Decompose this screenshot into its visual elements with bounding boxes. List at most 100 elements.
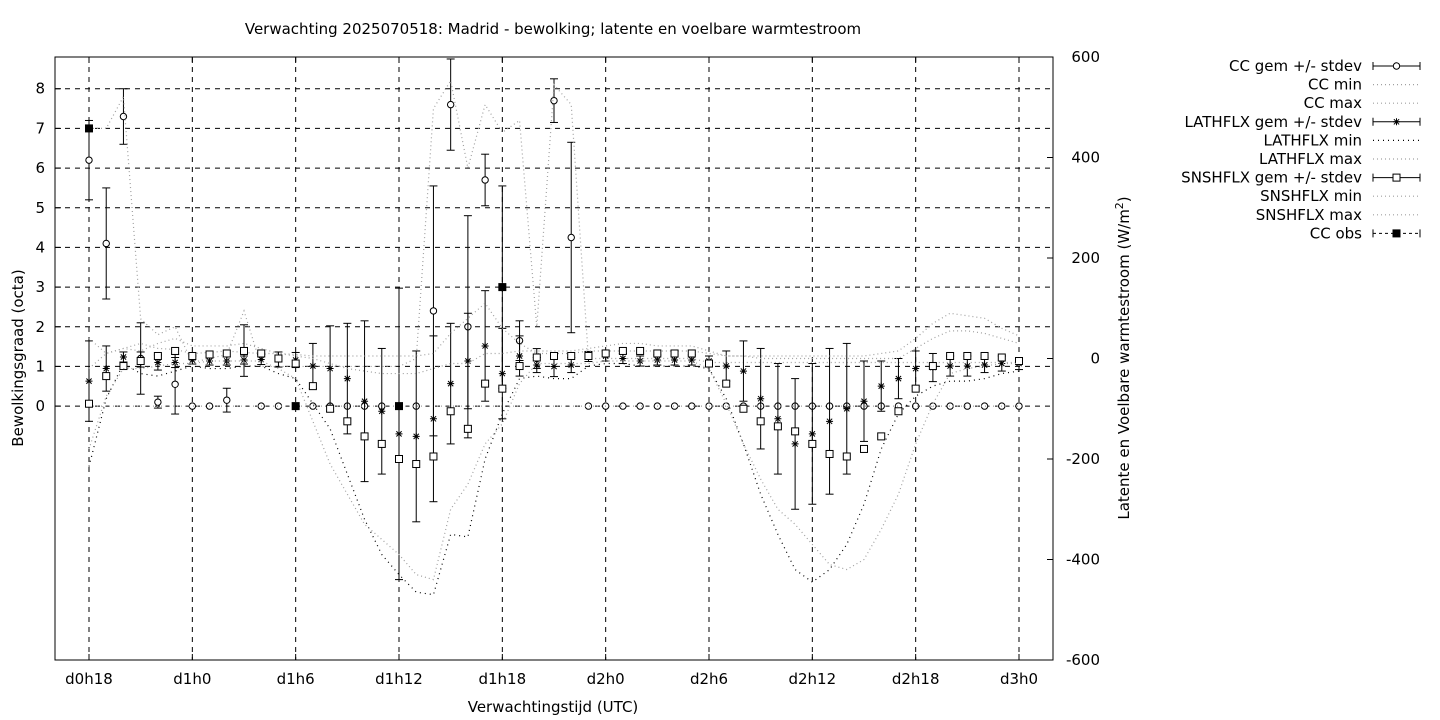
lathflx-gem-stdev-point xyxy=(636,357,644,365)
snshflx-gem-stdev-point xyxy=(911,384,920,393)
legend-item-snshflx-gem-stdev: SNSHFLX gem +/- stdev xyxy=(1181,169,1421,187)
snshflx-gem-stdev-point xyxy=(463,424,472,433)
snshflx-gem-stdev-point xyxy=(550,351,558,360)
lathflx-gem-stdev-point xyxy=(188,356,196,364)
y-tick-label: 4 xyxy=(35,238,45,256)
lathflx-gem-stdev-point xyxy=(361,397,369,405)
x-tick-label: d2h0 xyxy=(587,670,625,688)
cc-gem-stdev-point xyxy=(1015,402,1023,410)
cc-max-series xyxy=(89,79,1019,368)
snshflx-gem-stdev-point xyxy=(119,362,128,371)
cc-gem-stdev-point xyxy=(688,402,696,410)
y-tick-label: 5 xyxy=(35,199,45,217)
lathflx-min-line xyxy=(88,362,1020,596)
snshflx-gem-stdev-point xyxy=(188,351,197,360)
y2-tick-label: -600 xyxy=(1066,651,1100,669)
snshflx-gem-stdev-point xyxy=(825,449,834,458)
lathflx-gem-stdev-point xyxy=(757,395,765,403)
x-tick-label: d1h12 xyxy=(375,670,423,688)
y2-axis-label-sup: 2 xyxy=(1113,202,1126,209)
y-tick-label: 8 xyxy=(35,80,45,98)
legend-item-cc-min: CC min xyxy=(1308,76,1420,94)
lathflx-gem-stdev-point xyxy=(102,365,110,373)
snshflx-gem-stdev-point xyxy=(705,359,713,368)
cc-gem-stdev-point xyxy=(102,239,110,248)
cc-gem-stdev-point xyxy=(154,398,162,406)
y2-tick-label: 0 xyxy=(1090,350,1100,368)
snshflx-gem-stdev-point xyxy=(894,407,903,416)
y-tick-label: 7 xyxy=(35,119,45,137)
cc-gem-stdev-point xyxy=(446,100,455,109)
snshflx-gem-stdev-point xyxy=(808,439,817,448)
legend-item-lathflx-gem-stdev: LATHFLX gem +/- stdev xyxy=(1184,113,1421,131)
snshflx-gem-stdev-point xyxy=(980,351,989,360)
snshflx-gem-stdev-point xyxy=(515,362,524,371)
lathflx-gem-stdev-point xyxy=(860,397,868,405)
lathflx-gem-stdev-point xyxy=(912,365,920,373)
cc-obs-series xyxy=(85,124,507,411)
lathflx-gem-stdev-point xyxy=(240,356,248,364)
legend-label-cc-max: CC max xyxy=(1304,94,1363,112)
snshflx-gem-stdev-point xyxy=(963,351,972,360)
legend-label-snshflx-gem-stdev: SNSHFLX gem +/- stdev xyxy=(1181,169,1362,187)
snshflx-gem-stdev-point xyxy=(791,427,800,436)
lathflx-gem-stdev-point xyxy=(378,407,386,415)
lathflx-gem-stdev-point xyxy=(981,361,989,369)
snshflx-gem-stdev-point xyxy=(877,432,886,441)
cc-gem-stdev-point xyxy=(946,402,954,410)
lathflx-gem-stdev-point xyxy=(567,361,575,369)
snshflx-gem-stdev-point xyxy=(722,379,731,388)
lathflx-gem-stdev-point xyxy=(722,362,730,370)
snshflx-gem-stdev-point xyxy=(687,349,696,358)
lathflx-gem-stdev-point xyxy=(481,342,489,350)
lathflx-gem-stdev-point xyxy=(877,382,885,390)
lathflx-gem-stdev-point xyxy=(464,357,472,365)
snshflx-gem-stdev-series xyxy=(85,346,1023,469)
legend-label-lathflx-min: LATHFLX min xyxy=(1263,131,1362,149)
y2-tick-label: -200 xyxy=(1066,450,1100,468)
y2-tick-label: -400 xyxy=(1066,551,1100,569)
x-axis-label: Verwachtingstijd (UTC) xyxy=(468,698,639,716)
legend-label-cc-obs: CC obs xyxy=(1310,224,1362,242)
lathflx-gem-stdev-point xyxy=(412,432,420,440)
cc-gem-stdev-point xyxy=(309,402,317,410)
snshflx-gem-stdev-point xyxy=(136,357,145,366)
snshflx-gem-stdev-point xyxy=(205,350,214,359)
lathflx-gem-stdev-point xyxy=(171,359,179,367)
snshflx-gem-stdev-point xyxy=(308,382,317,391)
y2-axis-label: Latente en Voelbare warmtestroom (W/m2) xyxy=(1113,196,1133,519)
lathflx-gem-stdev-point xyxy=(343,375,351,383)
lathflx-gem-stdev-point xyxy=(808,430,816,438)
lathflx-gem-stdev-point xyxy=(498,370,506,378)
lathflx-gem-stdev-point xyxy=(395,430,403,438)
snshflx-gem-stdev-point xyxy=(446,407,455,416)
lathflx-gem-stdev-point xyxy=(963,362,971,370)
snshflx-gem-stdev-point xyxy=(291,359,300,368)
snshflx-gem-stdev-point xyxy=(153,351,162,360)
snshflx-gem-stdev-point xyxy=(997,353,1006,362)
cc-gem-stdev-point xyxy=(481,176,489,184)
cc-gem-stdev-point xyxy=(980,402,989,410)
cc-gem-stdev-point xyxy=(188,402,197,410)
legend-label-cc-gem-stdev: CC gem +/- stdev xyxy=(1229,57,1362,75)
cc-gem-stdev-point xyxy=(85,156,93,164)
snshflx-min-line xyxy=(88,360,1019,581)
snshflx-gem-stdev-point xyxy=(429,452,438,461)
legend-marker-lathflx-gem-stdev xyxy=(1393,118,1400,126)
snshflx-gem-stdev-point xyxy=(773,422,782,431)
snshflx-gem-stdev-point xyxy=(222,349,231,358)
cc-obs-point xyxy=(395,402,403,411)
lathflx-gem-stdev-point xyxy=(119,353,127,361)
y2-tick-label: 600 xyxy=(1071,48,1100,66)
lathflx-gem-stdev-point xyxy=(619,355,627,362)
snshflx-gem-stdev-point xyxy=(532,353,541,362)
lathflx-gem-stdev-point xyxy=(688,356,696,364)
lathflx-gem-stdev-point xyxy=(257,356,265,364)
snshflx-gem-stdev-point xyxy=(739,404,748,413)
snshflx-gem-stdev-point xyxy=(274,354,283,363)
lathflx-gem-stdev-point xyxy=(998,360,1006,368)
lathflx-gem-stdev-point xyxy=(533,361,541,369)
cc-gem-stdev-point xyxy=(929,402,937,410)
